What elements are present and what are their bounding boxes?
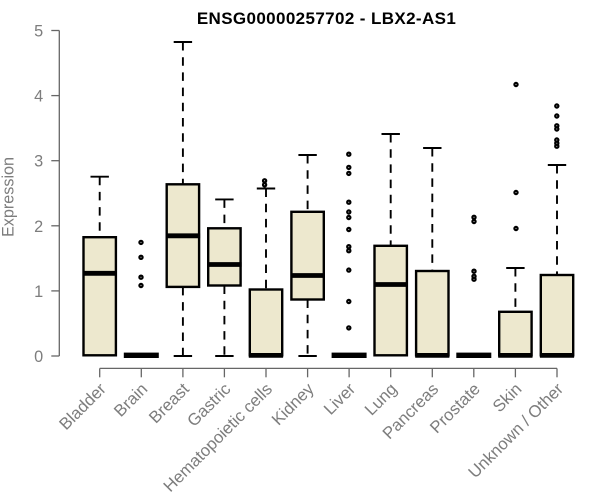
svg-text:0: 0 [34,348,43,366]
svg-text:4: 4 [34,88,43,106]
svg-text:ENSG00000257702 - LBX2-AS1: ENSG00000257702 - LBX2-AS1 [197,9,456,28]
svg-text:2: 2 [34,218,43,236]
svg-text:Expression: Expression [0,157,18,237]
svg-text:5: 5 [34,23,43,41]
svg-text:3: 3 [34,153,43,171]
svg-text:1: 1 [34,283,43,301]
